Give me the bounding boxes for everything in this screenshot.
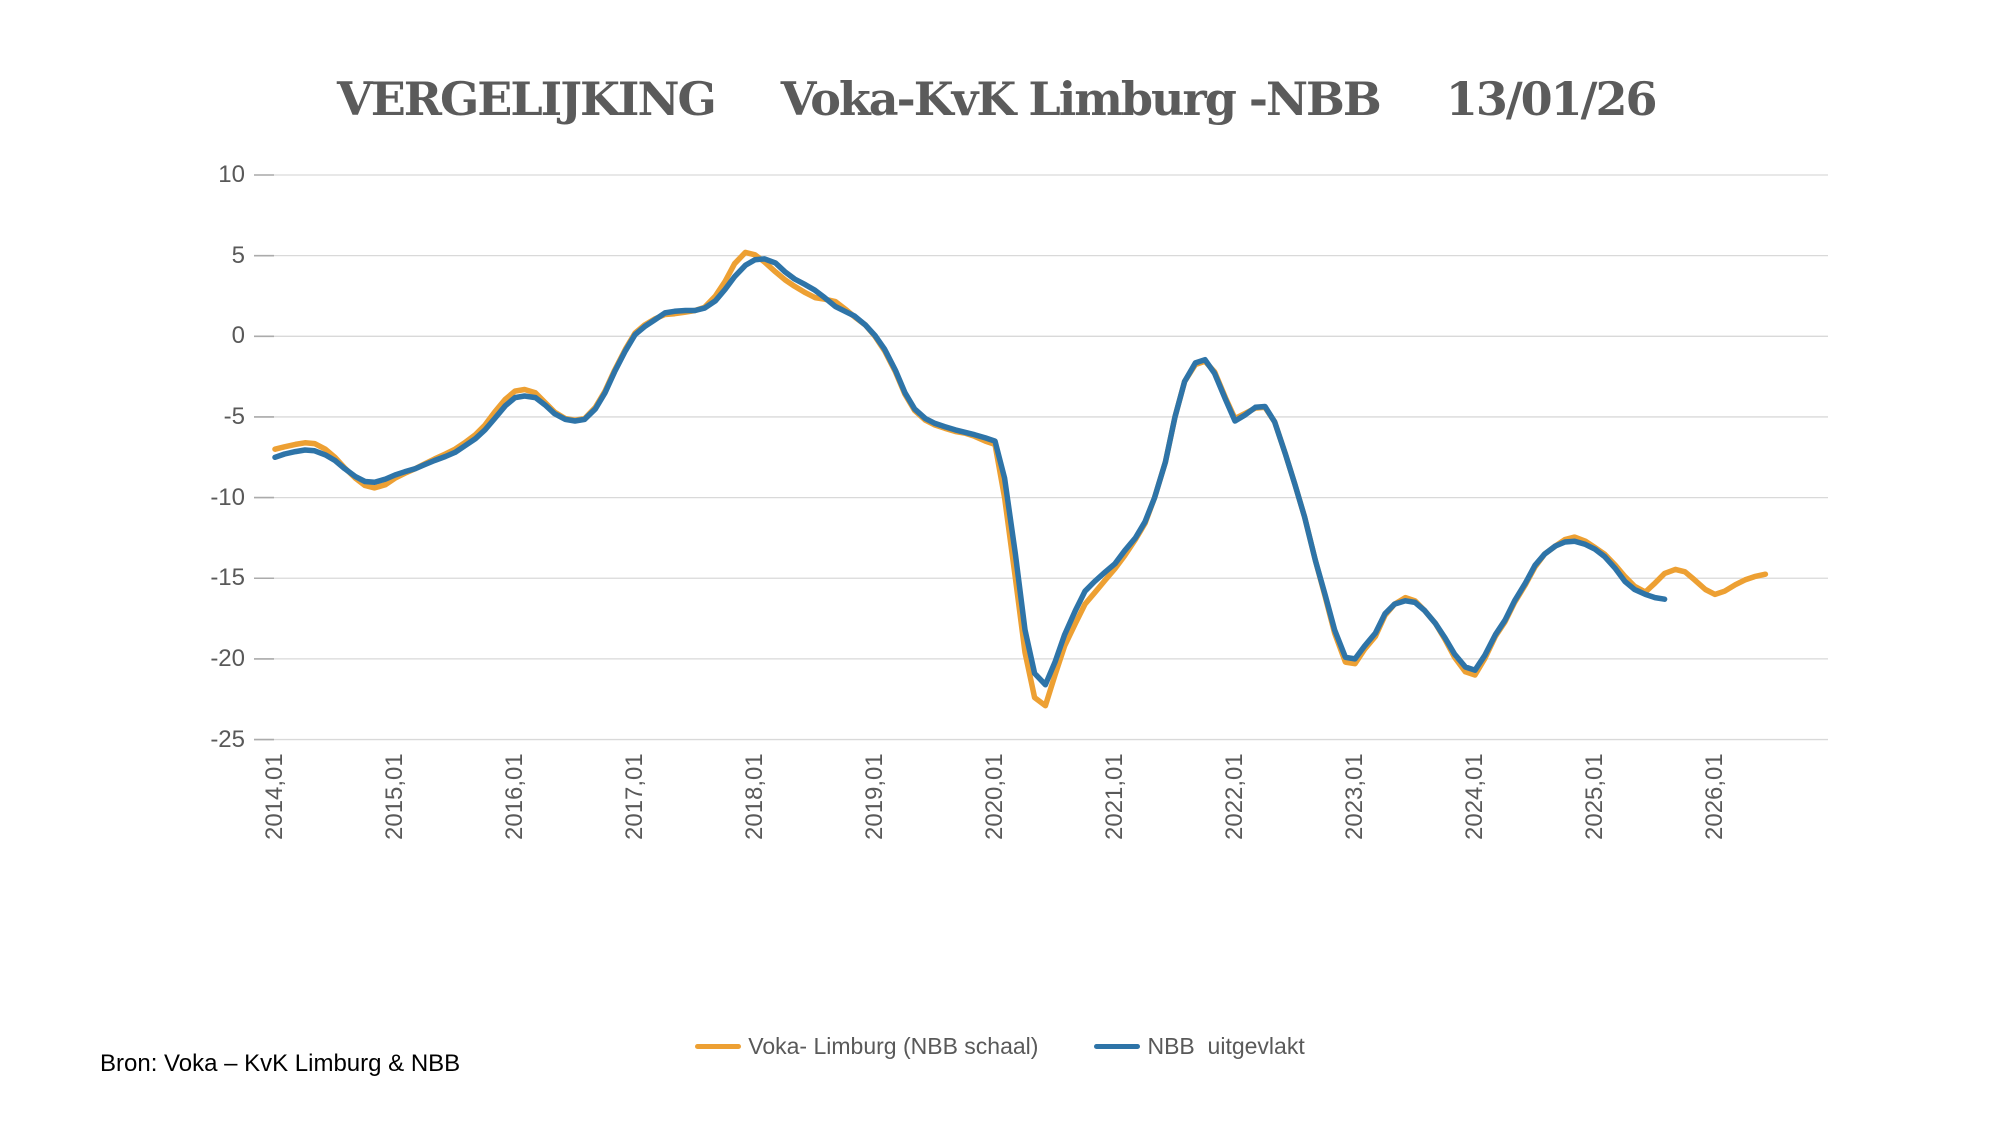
title-segment-vergelijking: VERGELIJKING — [337, 72, 717, 126]
y-axis-label: 0 — [231, 322, 245, 350]
x-axis-label: 2026,01 — [1701, 753, 1728, 840]
y-axis-label: -25 — [210, 725, 245, 753]
legend-label: Voka- Limburg (NBB schaal) — [748, 1033, 1039, 1059]
x-axis-label: 2018,01 — [741, 753, 768, 840]
chart-title: VERGELIJKING Voka-KvK Limburg -NBB 13/01… — [337, 72, 1658, 126]
y-axis-label: 10 — [218, 161, 245, 188]
legend-label: NBB uitgevlakt — [1147, 1033, 1305, 1059]
title-segment-subject: Voka-KvK Limburg -NBB — [780, 72, 1382, 126]
x-axis-label: 2015,01 — [381, 753, 408, 840]
x-axis-label: 2023,01 — [1341, 753, 1368, 840]
legend-item-voka: Voka- Limburg (NBB schaal) — [695, 1033, 1038, 1060]
x-axis-label: 2024,01 — [1461, 753, 1488, 840]
legend: Voka- Limburg (NBB schaal) NBB uitgevlakt — [0, 1033, 2000, 1060]
source-note: Bron: Voka – KvK Limburg & NBB — [100, 1050, 461, 1077]
y-axis-label: 5 — [231, 241, 245, 269]
x-axis-label: 2019,01 — [861, 753, 888, 840]
title-segment-date: 13/01/26 — [1445, 72, 1658, 126]
series-line-nbb — [272, 256, 1668, 688]
legend-item-nbb: NBB uitgevlakt — [1094, 1033, 1305, 1060]
x-axis-label: 2014,01 — [261, 753, 288, 840]
legend-swatch-nbb — [1094, 1044, 1141, 1049]
x-axis-label: 2021,01 — [1101, 753, 1128, 840]
x-axis-label: 2020,01 — [981, 753, 1008, 840]
legend-swatch-voka — [695, 1044, 742, 1049]
x-axis-label: 2022,01 — [1221, 753, 1248, 840]
x-axis-label: 2025,01 — [1581, 753, 1608, 840]
series-line-voka — [272, 249, 1769, 709]
y-axis-label: -5 — [223, 402, 245, 430]
y-axis-label: -20 — [210, 644, 245, 672]
y-axis-label: -10 — [210, 483, 245, 511]
x-axis-label: 2016,01 — [501, 753, 528, 840]
y-axis-label: -15 — [210, 564, 245, 592]
x-axis-label: 2017,01 — [621, 753, 648, 840]
